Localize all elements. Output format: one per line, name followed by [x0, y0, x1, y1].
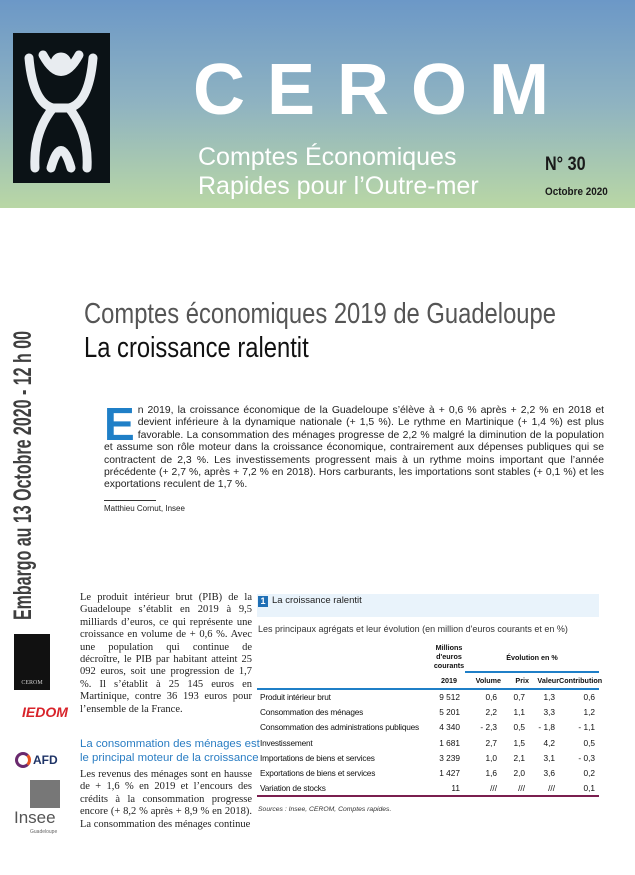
table-row: Exportations de biens et services 1 427 1,… [257, 765, 599, 780]
cell-value: 9 512 [439, 692, 460, 703]
col-header: 2019 [441, 675, 457, 685]
table-title: La croissance ralentit [272, 595, 362, 606]
cell-value: /// [518, 782, 525, 793]
row-label: Importations de biens et services [260, 752, 375, 763]
cell-value: 4,2 [543, 737, 555, 748]
body-paragraph: Le produit intérieur brut (PIB) de la Gu… [80, 592, 252, 715]
cell-value: 1,0 [485, 752, 497, 763]
cell-value: 1,5 [513, 737, 525, 748]
cell-value: 2,7 [485, 737, 497, 748]
table-subtitle: Les principaux agrégats et leur évolutio… [258, 624, 568, 634]
col-header: Contribution [559, 676, 603, 685]
cell-value: 3 239 [439, 752, 460, 763]
abstract-text: n 2019, la croissance économique de la G… [104, 405, 604, 491]
col-header: Prix [515, 676, 529, 685]
cell-value: 3,1 [543, 752, 555, 763]
table-row: Consommation des ménages 5 201 2,2 1,1 3,3 1,… [257, 704, 599, 719]
divider [104, 499, 156, 501]
cell-value: - 0,3 [578, 752, 596, 763]
afd-logo-mark [15, 752, 31, 768]
cell-value: - 2,3 [480, 722, 497, 733]
cell-value: 0,6 [583, 692, 596, 703]
table-source: Sources : Insee, CEROM, Comptes rapides. [258, 806, 392, 813]
drop-cap: E [104, 398, 135, 450]
cell-value: 0,2 [583, 768, 596, 779]
cell-value: 2,1 [513, 752, 525, 763]
table-number: 1 [258, 596, 268, 607]
logo-text: CEROM [21, 680, 43, 686]
row-label: Investissement [260, 737, 313, 748]
issue-date: Octobre 2020 [545, 186, 608, 198]
cell-value: 0,5 [513, 722, 525, 733]
page-subtitle: La croissance ralentit [84, 332, 309, 364]
cell-value: 3,3 [543, 706, 555, 717]
cell-value: /// [548, 782, 555, 793]
iedom-logo: IEDOM [22, 704, 68, 720]
cell-value: 1,6 [485, 768, 497, 779]
col-group-millions: Millions d'euros courants [433, 643, 465, 670]
col-header: Valeur [537, 676, 559, 685]
cell-value: - 1,8 [538, 722, 555, 733]
cell-value: 1 427 [439, 768, 460, 779]
row-label: Consommation des ménages [260, 706, 364, 717]
embargo-notice: Embargo au 13 Octobre 2020 - 12 h 00 [9, 330, 37, 620]
row-label: Exportations de biens et services [260, 768, 376, 779]
data-table: Millions d'euros courants Évolution en % … [257, 643, 603, 797]
cell-value: 0,5 [583, 737, 596, 748]
cell-value: 1,2 [583, 706, 596, 717]
cell-value: 5 201 [439, 706, 460, 717]
cerom-small-logo: CEROM [14, 634, 50, 690]
row-label: Variation de stocks [260, 782, 326, 793]
cell-value: 0,1 [583, 782, 596, 793]
cell-value: 4 340 [439, 722, 460, 733]
author: Matthieu Cornut, Insee [104, 503, 185, 513]
section-heading: La consommation des ménages est le princ… [80, 738, 260, 764]
cell-value: 1,3 [543, 692, 555, 703]
cell-value: 0,7 [513, 692, 525, 703]
subtitle-line1: Comptes Économiques [198, 143, 457, 171]
cell-value: 11 [451, 782, 460, 793]
col-header: Volume [475, 676, 501, 685]
row-label: Consommation des administrations publiqu… [260, 722, 420, 733]
cell-value: /// [490, 782, 497, 793]
col-group-evolution: Évolution en % [465, 643, 600, 673]
table-row: Consommation des administrations publiqu… [257, 720, 599, 735]
body-paragraph: Les revenus des ménages sont en hausse d… [80, 769, 252, 830]
row-label: Produit intérieur brut [260, 692, 331, 703]
table-header-band [257, 594, 599, 617]
issue-number: N° 30 [545, 154, 586, 175]
table-row: Investissement 1 681 2,7 1,5 4,2 0,5 [257, 735, 599, 750]
cell-value: 1,1 [513, 706, 525, 717]
cell-value: 2,0 [513, 768, 525, 779]
page-title: Comptes économiques 2019 de Guadeloupe [84, 298, 556, 330]
cell-value: 3,6 [543, 768, 555, 779]
cell-value: 1 681 [439, 737, 460, 748]
insee-logo-mark [30, 780, 60, 808]
insee-logo: Insee [14, 808, 56, 827]
afd-logo: AFD [33, 753, 58, 767]
table-row: Variation de stocks 11 /// /// /// 0,1 [257, 781, 599, 796]
cell-value: 2,2 [485, 706, 497, 717]
table-row: Produit intérieur brut 9 512 0,6 0,7 1,3 0,6 [257, 689, 599, 704]
insee-sub: Guadeloupe [30, 829, 58, 835]
cerom-logo [13, 33, 110, 183]
table-row: Importations de biens et services 3 239 1,… [257, 750, 599, 765]
cell-value: 0,6 [485, 692, 497, 703]
cell-value: - 1,1 [578, 722, 596, 733]
subtitle-line2: Rapides pour l’Outre-mer [198, 172, 479, 200]
brand-title: CEROM [193, 50, 571, 130]
